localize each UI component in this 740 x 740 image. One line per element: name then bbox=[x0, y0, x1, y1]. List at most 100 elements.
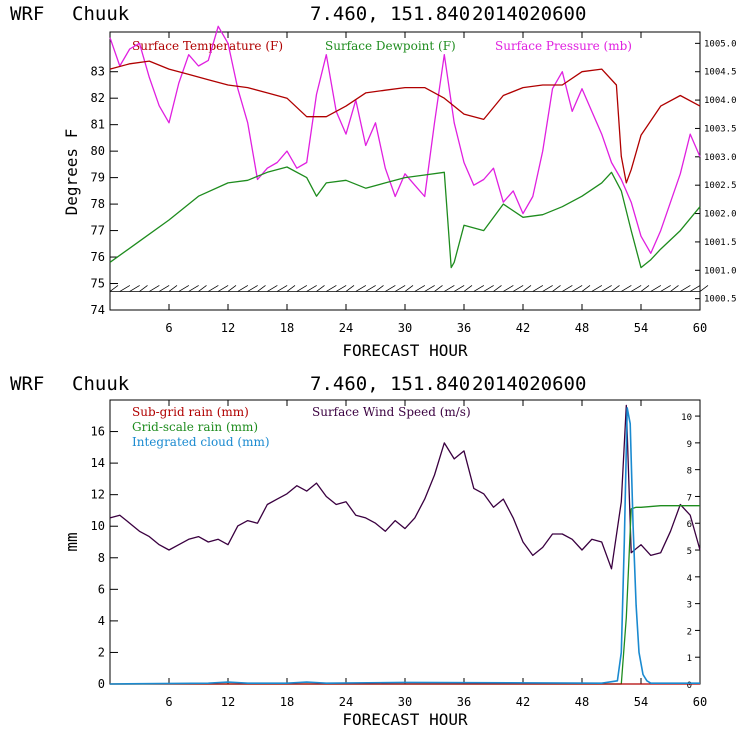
top-x-axis-label: FORECAST HOUR bbox=[342, 341, 468, 360]
y2-tick-label: 3 bbox=[687, 601, 692, 611]
y2-tick-label: 1003.5 bbox=[704, 124, 737, 134]
plot-frame-top bbox=[109, 31, 701, 311]
top-axis-ticks bbox=[110, 32, 701, 311]
wind-barb bbox=[699, 285, 709, 292]
gridscale-rain-line bbox=[110, 505, 700, 685]
y-tick-label: 81 bbox=[91, 118, 105, 132]
x-tick-label: 60 bbox=[693, 695, 707, 709]
legend-pressure: Surface Pressure (mb) bbox=[495, 39, 632, 53]
pressure-line bbox=[109, 25, 701, 254]
wind-barb bbox=[345, 285, 355, 292]
y-tick-label: 78 bbox=[91, 197, 105, 211]
x-tick-label: 42 bbox=[516, 321, 530, 335]
top-x-tick-labels: 6 12 18 24 30 36 42 48 54 60 bbox=[165, 321, 707, 335]
header-coords: 7.460, 151.840 bbox=[310, 3, 470, 25]
wind-barb bbox=[247, 285, 258, 292]
x-tick-label: 12 bbox=[221, 321, 235, 335]
x-tick-label: 42 bbox=[516, 695, 530, 709]
wind-barb bbox=[621, 285, 632, 292]
header-coords-2: 7.460, 151.840 bbox=[310, 373, 470, 395]
wind-barb bbox=[217, 285, 229, 292]
y2-tick-label: 9 bbox=[687, 440, 692, 450]
y-tick-label: 79 bbox=[91, 171, 105, 185]
wind-barb bbox=[198, 285, 207, 292]
y-tick-label: 82 bbox=[91, 91, 105, 105]
wind-barb bbox=[581, 285, 591, 292]
y2-tick-label: 0 bbox=[687, 681, 692, 691]
y2-tick-label: 1002.5 bbox=[704, 181, 737, 191]
top-y-axis-label: Degrees F bbox=[62, 129, 81, 216]
y2-tick-label: 1003.0 bbox=[704, 153, 737, 163]
x-tick-label: 6 bbox=[165, 695, 172, 709]
wind-barb bbox=[493, 285, 502, 292]
header-init: 2014020600 bbox=[472, 3, 586, 25]
x-tick-label: 30 bbox=[398, 695, 412, 709]
legend-gridscale-rain: Grid-scale rain (mm) bbox=[132, 420, 258, 434]
wind-barb bbox=[296, 285, 308, 292]
wind-barb bbox=[168, 285, 178, 292]
wind-barb bbox=[286, 285, 296, 292]
wind-barb bbox=[424, 285, 435, 292]
wind-barb bbox=[640, 285, 650, 292]
wind-barb bbox=[414, 285, 426, 292]
x-tick-label: 36 bbox=[457, 321, 471, 335]
y2-tick-label: 2 bbox=[687, 627, 692, 637]
y-tick-label: 12 bbox=[91, 488, 105, 502]
wind-barb bbox=[306, 285, 317, 292]
x-tick-label: 48 bbox=[575, 695, 589, 709]
bottom-y-axis-label: mm bbox=[62, 532, 81, 551]
wind-barb bbox=[562, 285, 573, 292]
y-tick-label: 16 bbox=[91, 425, 105, 439]
y2-tick-label: 1004.0 bbox=[704, 96, 737, 106]
wind-barb bbox=[601, 285, 612, 292]
wind-barb bbox=[522, 285, 532, 292]
y-tick-label: 8 bbox=[98, 551, 105, 565]
y-tick-label: 14 bbox=[91, 456, 105, 470]
bottom-x-tick-labels: 6 12 18 24 30 36 42 48 54 60 bbox=[165, 695, 707, 709]
wind-barb bbox=[149, 285, 160, 292]
bottom-y2-tick-labels: 0 1 2 3 4 5 6 7 8 9 10 bbox=[681, 413, 692, 691]
y-tick-label: 80 bbox=[91, 144, 105, 158]
wind-barb bbox=[335, 285, 347, 292]
wind-barb bbox=[326, 285, 337, 292]
wind-barb bbox=[188, 285, 199, 292]
header-station-2: Chuuk bbox=[72, 373, 130, 395]
x-tick-label: 36 bbox=[457, 695, 471, 709]
legend-integrated-cloud: Integrated cloud (mm) bbox=[132, 435, 270, 449]
y-tick-label: 4 bbox=[98, 614, 105, 628]
y2-tick-label: 10 bbox=[681, 413, 692, 423]
wind-barb bbox=[355, 285, 367, 292]
y-tick-label: 77 bbox=[91, 224, 105, 238]
y2-tick-label: 4 bbox=[687, 574, 692, 584]
y2-tick-label: 7 bbox=[687, 493, 692, 503]
x-tick-label: 54 bbox=[634, 695, 648, 709]
x-tick-label: 24 bbox=[339, 321, 353, 335]
wind-barb bbox=[316, 285, 325, 292]
y-tick-label: 2 bbox=[98, 645, 105, 659]
temperature-line bbox=[109, 60, 701, 184]
y2-tick-label: 1001.0 bbox=[704, 266, 737, 276]
legend-wind-speed: Surface Wind Speed (m/s) bbox=[312, 405, 471, 419]
wind-barb bbox=[591, 285, 603, 292]
wind-barb bbox=[670, 285, 679, 292]
x-tick-label: 60 bbox=[693, 321, 707, 335]
x-tick-label: 12 bbox=[221, 695, 235, 709]
wind-barb bbox=[463, 285, 473, 292]
x-tick-label: 18 bbox=[280, 321, 294, 335]
y2-tick-label: 5 bbox=[687, 547, 692, 557]
legend-temperature: Surface Temperature (F) bbox=[132, 39, 283, 53]
wind-barb bbox=[375, 285, 384, 292]
wind-barb bbox=[119, 285, 131, 292]
panel-rain-wind: WRF Chuuk 7.460, 151.840 2014020600 6 12 1… bbox=[10, 373, 707, 729]
header-model-2: WRF bbox=[10, 373, 44, 395]
integrated-cloud-line bbox=[109, 407, 700, 685]
y2-tick-label: 1000.5 bbox=[704, 295, 737, 305]
wind-barb bbox=[394, 285, 406, 292]
dewpoint-line bbox=[109, 166, 701, 269]
wind-barb bbox=[650, 285, 662, 292]
wind-barb bbox=[483, 285, 494, 292]
legend-subgrid-rain: Sub-grid rain (mm) bbox=[132, 405, 249, 419]
wind-barb bbox=[552, 285, 561, 292]
wind-barb bbox=[453, 285, 465, 292]
